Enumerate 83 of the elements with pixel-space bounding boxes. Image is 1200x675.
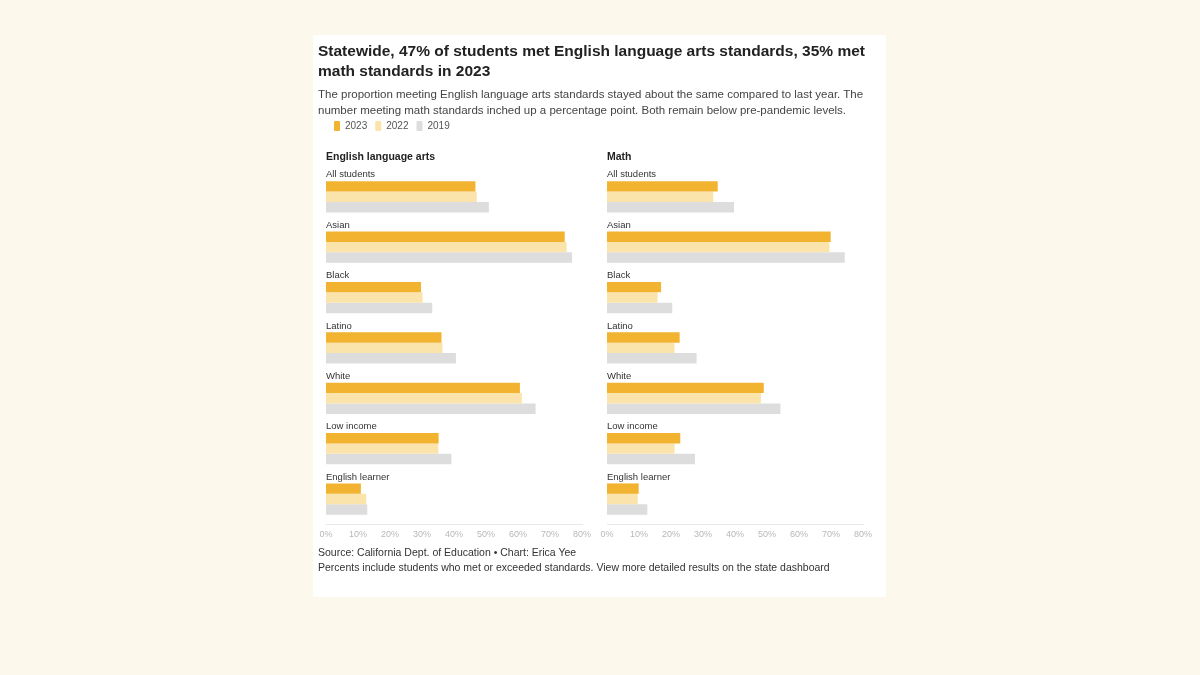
y-tick-label: Low income <box>607 420 658 432</box>
bar <box>326 332 442 343</box>
y-tick-label: Low income <box>326 420 377 432</box>
x-tick-label: 70% <box>821 529 841 540</box>
bar <box>607 191 714 202</box>
y-tick-label: White <box>607 369 632 381</box>
x-tick-label: 70% <box>540 529 560 540</box>
x-tick-label: 60% <box>508 529 528 540</box>
bar <box>607 433 681 444</box>
x-tick-label: 50% <box>476 529 496 540</box>
x-tick-label: 0% <box>600 529 614 540</box>
y-tick-label: All students <box>607 168 657 180</box>
bar <box>607 483 639 494</box>
x-tick-label: 80% <box>853 529 873 540</box>
bar <box>607 382 764 394</box>
bar <box>607 302 673 314</box>
bar <box>326 241 567 253</box>
bar <box>326 433 439 444</box>
source-note: Source: California Dept. of Education • Chart: Erica Yee <box>318 545 578 560</box>
x-tick-label: 20% <box>380 529 400 540</box>
bar <box>607 493 638 505</box>
bar <box>326 493 367 505</box>
y-tick-label: All students <box>326 168 376 180</box>
x-tick-label: 60% <box>789 529 809 540</box>
legend-label: 2022 <box>386 119 409 131</box>
x-tick-label: 40% <box>444 529 464 540</box>
bar <box>326 191 477 202</box>
text: The proportion meeting English language arts standards stayed about the same compared to last year. The number meeting math standards inched up a percentage point. Both remain below pre-pandemic levels. <box>318 87 865 118</box>
bar <box>326 281 422 293</box>
legend-label: 2019 <box>427 119 451 131</box>
bar <box>607 403 781 414</box>
bar <box>326 483 361 494</box>
bar <box>326 393 522 404</box>
bar <box>326 181 476 192</box>
x-tick-label: 0% <box>319 529 333 540</box>
bar <box>326 353 456 364</box>
bar <box>326 302 433 314</box>
bar <box>607 504 648 515</box>
bar <box>326 403 536 414</box>
y-tick-label: English learner <box>607 470 671 482</box>
bar <box>326 231 565 242</box>
text: Percents include students who met or exceeded standards. View more detailed results on the state dashboard <box>318 560 831 575</box>
bar <box>326 252 573 263</box>
chart-title: English language arts <box>326 150 436 163</box>
bar <box>607 332 680 343</box>
bar <box>607 231 831 242</box>
text: Statewide, 47% of students met English language arts standards, 35% met math standards in 2023 <box>318 41 866 81</box>
x-tick-label: 10% <box>629 529 649 540</box>
bar <box>607 292 658 303</box>
x-tick-label: 40% <box>725 529 745 540</box>
x-tick-label: 10% <box>348 529 368 540</box>
bar <box>326 292 423 303</box>
bar <box>607 443 675 454</box>
chart-title: Math <box>607 150 632 163</box>
legend-label: 2023 <box>345 119 368 131</box>
y-tick-label: Latino <box>326 319 352 331</box>
bar <box>607 353 697 364</box>
bar <box>326 443 439 454</box>
x-tick-label: 20% <box>661 529 681 540</box>
bar <box>607 281 662 293</box>
x-tick-label: 30% <box>412 529 432 540</box>
y-tick-label: Asian <box>326 218 350 230</box>
y-tick-label: Asian <box>607 218 631 230</box>
bar <box>326 201 489 213</box>
bar <box>607 181 718 192</box>
y-tick-label: English learner <box>326 470 390 482</box>
bar <box>607 393 761 404</box>
x-tick-label: 80% <box>572 529 592 540</box>
bar <box>326 504 368 515</box>
x-tick-label: 30% <box>693 529 713 540</box>
x-tick-label: 50% <box>757 529 777 540</box>
bar <box>607 201 735 213</box>
bar <box>326 382 520 394</box>
bar <box>607 453 695 465</box>
bar <box>607 342 675 354</box>
y-tick-label: Latino <box>607 319 633 331</box>
y-tick-label: White <box>326 369 351 381</box>
bar <box>607 252 845 263</box>
y-tick-label: Black <box>607 269 631 281</box>
bar <box>607 241 830 253</box>
y-tick-label: Black <box>326 269 350 281</box>
bar <box>326 453 452 465</box>
bar <box>326 342 443 354</box>
